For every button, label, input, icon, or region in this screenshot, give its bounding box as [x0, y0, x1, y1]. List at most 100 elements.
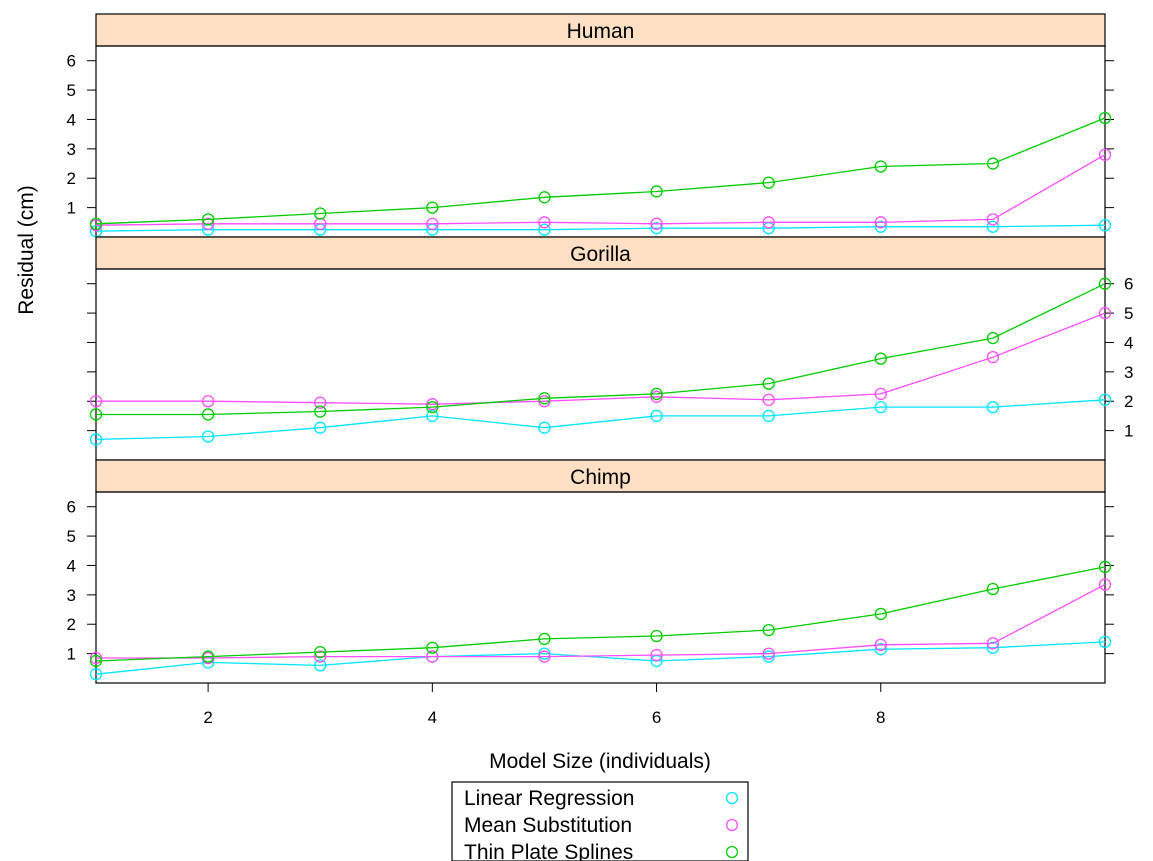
series-line [96, 283, 1106, 416]
y-tick-label: 1 [67, 645, 76, 664]
data-point [986, 157, 1000, 170]
data-point [874, 160, 887, 173]
series-linear-regression [89, 635, 1112, 681]
data-point [874, 220, 887, 233]
data-point [538, 392, 551, 405]
data-point [986, 582, 1000, 596]
y-tick-label: 3 [67, 586, 76, 605]
data-point [874, 638, 887, 651]
series-linear-regression [89, 393, 1112, 446]
strip-gorilla [95, 236, 1106, 270]
y-tick-label: 4 [1124, 333, 1133, 352]
data-point [874, 216, 887, 229]
strip-human [95, 13, 1106, 47]
series-line [96, 312, 1106, 405]
data-point [1098, 393, 1112, 406]
legend: Linear Regression Mean Substitution Thin P… [451, 781, 749, 861]
series-mean-substitution [89, 306, 1112, 411]
data-point [650, 185, 663, 198]
data-point [650, 390, 663, 403]
data-point [538, 647, 551, 660]
series-line [95, 641, 1106, 675]
series-linear-regression [89, 219, 1112, 238]
data-point [89, 217, 103, 230]
legend-label: Thin Plate Splines [464, 841, 633, 861]
data-point [1098, 111, 1112, 125]
x-axis: 2 4 6 8 [203, 683, 886, 727]
data-point [762, 176, 775, 189]
data-point [89, 395, 103, 408]
y-tick-label: 6 [67, 498, 76, 517]
data-point [426, 217, 439, 230]
data-point [1098, 148, 1112, 161]
data-point [762, 647, 775, 660]
data-point [762, 409, 775, 423]
legend-label: Mean Substitution [464, 814, 632, 837]
series-thin-plate-splines [89, 111, 1112, 230]
data-point [874, 352, 887, 365]
y-tick-label: 6 [67, 52, 76, 71]
series-line [96, 584, 1106, 659]
x-tick-label: 6 [652, 708, 661, 727]
data-point [986, 641, 1000, 654]
data-point [89, 408, 103, 421]
data-point [650, 648, 663, 662]
data-point [986, 220, 1000, 233]
y-axis-title: Residual (cm) [15, 185, 38, 315]
y-tick-label: 4 [67, 556, 76, 575]
data-point [538, 421, 551, 434]
y-tick-label: 5 [1124, 304, 1133, 323]
data-point [986, 213, 1000, 226]
data-point [89, 654, 103, 668]
data-point [426, 409, 439, 423]
panel-chimp: Chimp 1 2 3 4 5 6 [67, 459, 1114, 684]
data-point [1098, 578, 1112, 591]
panels-layer: Human 1 2 3 4 5 6 Gorilla 1 2 3 4 5 6 Chimp 1 2 3 4 5 6 2 4 6 8 [67, 13, 1133, 727]
series-line [95, 224, 1106, 232]
plot-frame [95, 45, 1106, 238]
y-tick-label: 6 [1124, 275, 1133, 294]
x-tick-label: 2 [203, 708, 212, 727]
data-point [426, 398, 439, 411]
data-point [426, 650, 439, 663]
data-point [314, 650, 327, 663]
series-thin-plate-splines [89, 560, 1112, 668]
data-point [201, 395, 215, 408]
panel-human: Human 1 2 3 4 5 6 [67, 13, 1114, 238]
data-point [201, 430, 215, 443]
legend-label: Linear Regression [464, 787, 634, 810]
data-point [1098, 219, 1112, 232]
x-axis-title: Model Size (individuals) [489, 750, 711, 773]
data-point [426, 400, 439, 414]
panel-gorilla: Gorilla 1 2 3 4 5 6 [87, 236, 1133, 461]
data-point [314, 659, 327, 672]
data-point [1098, 306, 1112, 320]
strip-label: Gorilla [570, 243, 631, 266]
data-point [538, 216, 551, 229]
data-point [426, 201, 439, 214]
plot-frame [95, 268, 1106, 461]
data-point [201, 213, 215, 226]
data-point [538, 632, 551, 646]
legend-marker [725, 845, 739, 859]
data-point [1098, 277, 1112, 290]
series-mean-substitution [89, 578, 1112, 665]
data-point [762, 377, 775, 390]
plot-frame [95, 491, 1106, 684]
y-tick-label: 2 [1124, 392, 1133, 411]
series-line [95, 399, 1106, 441]
data-point [89, 668, 103, 681]
data-point [314, 645, 327, 659]
y-tick-label: 3 [1124, 363, 1133, 382]
y-tick-label: 1 [1124, 422, 1133, 441]
series-line [95, 566, 1106, 662]
data-point [1098, 560, 1112, 574]
data-point [314, 405, 327, 418]
y-tick-label: 1 [67, 199, 76, 218]
legend-marker [725, 791, 739, 805]
data-point [426, 641, 439, 654]
data-point [650, 222, 663, 235]
data-point [201, 408, 215, 421]
y-tick-label: 3 [67, 140, 76, 159]
